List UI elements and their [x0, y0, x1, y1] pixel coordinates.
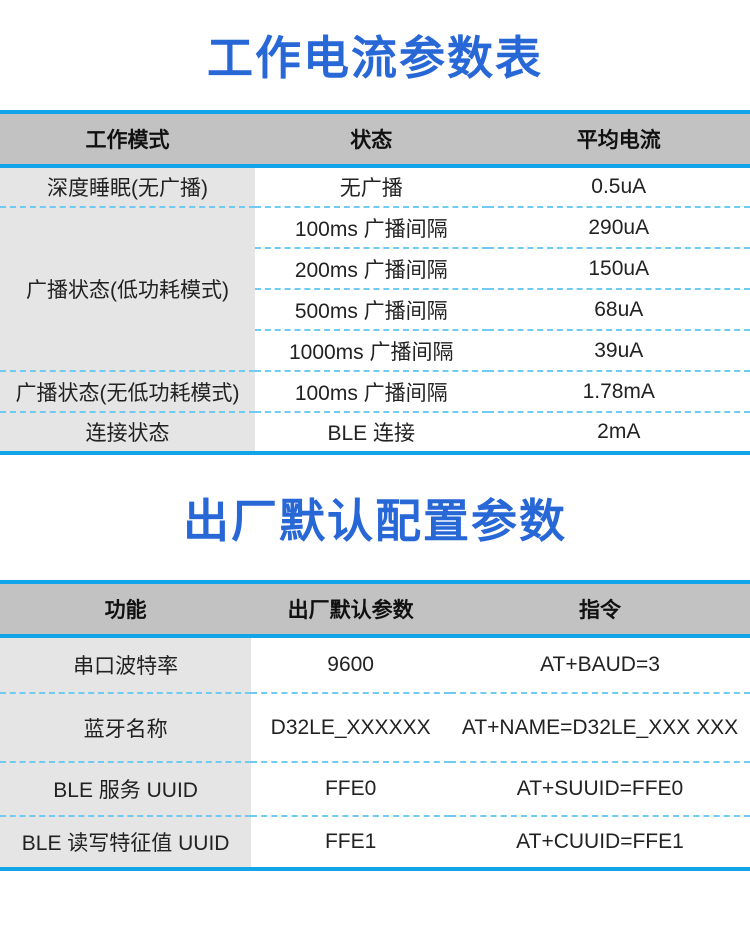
current-cell: 0.5uA [487, 166, 750, 208]
column-header-command: 指令 [450, 582, 750, 638]
param-cell: 9600 [251, 636, 450, 694]
row-label-cell: BLE 服务 UUID [0, 762, 252, 817]
header-row: 功能 出厂默认参数 指令 [0, 582, 750, 638]
current-cell: 1.78mA [487, 371, 750, 413]
row-label-cell: BLE 读写特征值 UUID [0, 816, 252, 869]
row-label-cell: 串口波特率 [0, 636, 252, 694]
row-label-cell: 深度睡眠(无广播) [0, 166, 255, 208]
state-cell: 1000ms 广播间隔 [255, 330, 488, 372]
column-header-avg-current: 平均电流 [487, 112, 750, 168]
current-cell: 39uA [487, 330, 750, 372]
row-label-cell: 蓝牙名称 [0, 693, 252, 763]
table-row: BLE 服务 UUID FFE0 AT+SUUID=FFE0 [0, 762, 750, 817]
row-label-cell: 连接状态 [0, 412, 255, 453]
param-cell: FFE1 [251, 816, 450, 869]
state-cell: 500ms 广播间隔 [255, 289, 488, 331]
command-cell: AT+CUUID=FFE1 [450, 816, 750, 869]
command-cell: AT+BAUD=3 [450, 636, 750, 694]
param-cell: FFE0 [251, 762, 450, 817]
state-cell: BLE 连接 [255, 412, 488, 453]
command-cell: AT+NAME=D32LE_XXX XXX [450, 693, 750, 763]
state-cell: 200ms 广播间隔 [255, 248, 488, 290]
default-config-table: 功能 出厂默认参数 指令 串口波特率 9600 AT+BAUD=3 蓝牙名称 D… [0, 580, 750, 871]
header-row: 工作模式 状态 平均电流 [0, 112, 750, 168]
table-row: 200ms 广播间隔 150uA [0, 248, 750, 290]
table-row: BLE 读写特征值 UUID FFE1 AT+CUUID=FFE1 [0, 816, 750, 869]
working-current-table: 工作模式 状态 平均电流 深度睡眠(无广播) 无广播 0.5uA 广播状态(低功… [0, 110, 750, 455]
table-row: 500ms 广播间隔 68uA [0, 289, 750, 331]
param-cell: D32LE_XXXXXX [251, 693, 450, 763]
column-header-work-mode: 工作模式 [0, 112, 255, 168]
row-label-cell: 广播状态(无低功耗模式) [0, 371, 255, 413]
table-row: 深度睡眠(无广播) 无广播 0.5uA [0, 166, 750, 208]
current-cell: 290uA [487, 207, 750, 249]
state-cell: 100ms 广播间隔 [255, 207, 488, 249]
column-header-function: 功能 [0, 582, 252, 638]
column-header-default-param: 出厂默认参数 [251, 582, 450, 638]
current-cell: 68uA [487, 289, 750, 331]
table-row: 1000ms 广播间隔 39uA [0, 330, 750, 372]
working-current-table-title: 工作电流参数表 [207, 32, 543, 84]
table-row: 串口波特率 9600 AT+BAUD=3 [0, 636, 750, 694]
row-label-cell-merged: 广播状态(低功耗模式) [0, 207, 255, 372]
state-cell: 无广播 [255, 166, 488, 208]
table-row: 广播状态(低功耗模式) 100ms 广播间隔 290uA [0, 207, 750, 372]
command-cell: AT+SUUID=FFE0 [450, 762, 750, 817]
current-cell: 2mA [487, 412, 750, 453]
current-cell: 150uA [487, 248, 750, 290]
table-row: 蓝牙名称 D32LE_XXXXXX AT+NAME=D32LE_XXX XXX [0, 693, 750, 763]
state-cell: 100ms 广播间隔 [255, 371, 488, 413]
default-config-table-title: 出厂默认配置参数 [183, 494, 567, 547]
column-header-state: 状态 [255, 112, 488, 168]
table-row: 广播状态(无低功耗模式) 100ms 广播间隔 1.78mA [0, 371, 750, 413]
table-row: 连接状态 BLE 连接 2mA [0, 412, 750, 453]
